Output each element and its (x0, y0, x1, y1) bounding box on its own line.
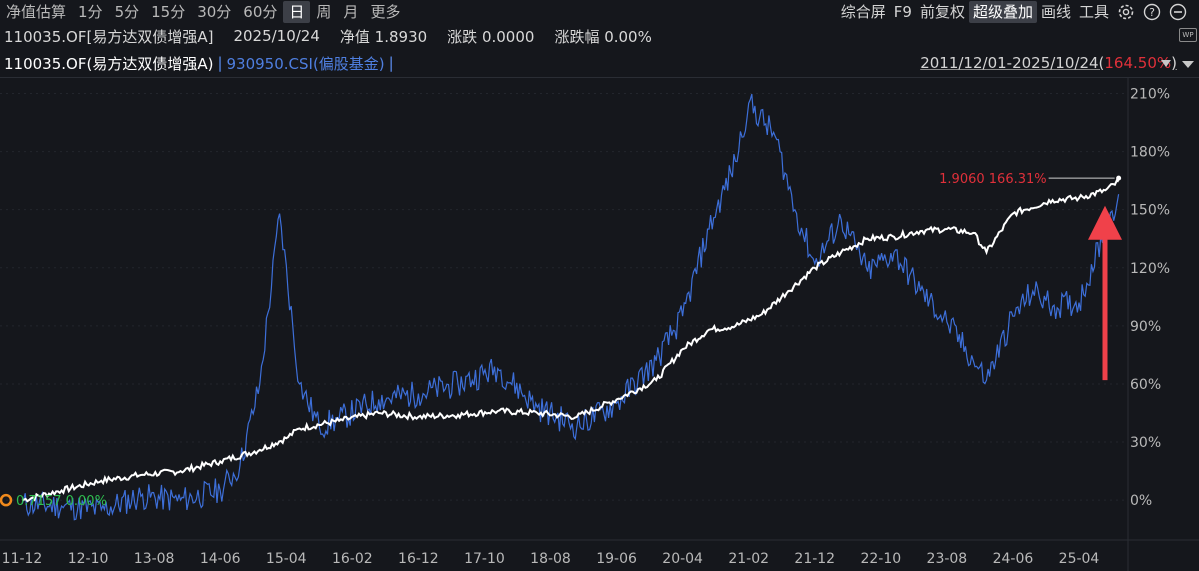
help-icon[interactable]: ? (1139, 1, 1165, 23)
minimize-icon[interactable] (1165, 1, 1191, 23)
x-tick-label: 20-04 (662, 551, 703, 567)
y-tick-label: 90% (1130, 319, 1161, 335)
fund-name: 110035.OF[易方达双债增强A] (4, 27, 214, 46)
end-point-marker (1116, 175, 1122, 181)
x-tick-label: 19-06 (596, 551, 637, 567)
range-open-paren: ( (1098, 54, 1105, 72)
y-tick-label: 210% (1130, 86, 1170, 102)
y-tick-label: 150% (1130, 203, 1170, 219)
x-axis: 11-12 12-10 13-08 14-06 15-04 16-02 16-12 17-10… (0, 539, 1199, 567)
period-tab-9[interactable]: 更多 (370, 3, 401, 21)
info-change-pct: 涨跌幅 0.00% (554, 27, 652, 46)
x-tick-label: 21-12 (794, 551, 835, 567)
legend-fund[interactable]: 110035.OF(易方达双债增强A) (4, 54, 214, 73)
up-arrow-icon (1088, 205, 1122, 381)
chart-annotations: 1.9060 166.31% 0.7157 0.00% (0, 172, 1122, 509)
period-tab-1[interactable]: 1分 (78, 3, 103, 21)
legend-separator-end: | (388, 54, 394, 72)
panel-dropdown-icon[interactable] (1181, 56, 1195, 75)
x-tick-label: 12-10 (68, 551, 109, 567)
x-tick-label: 16-02 (332, 551, 373, 567)
index-line (21, 93, 1120, 521)
x-tick-label: 23-08 (927, 551, 968, 567)
y-tick-label: 0% (1130, 493, 1152, 509)
legend-index[interactable]: 930950.CSI(偏股基金) (226, 54, 385, 73)
period-tab-8[interactable]: 月 (343, 3, 359, 21)
period-tab-6[interactable]: 日 (283, 1, 311, 23)
period-tab-2[interactable]: 5分 (114, 3, 140, 21)
range-dropdown-icon[interactable] (1159, 52, 1173, 78)
arrow-head (1088, 205, 1122, 240)
info-date: 2025/10/24 (233, 27, 320, 45)
start-value-label: 0.7157 0.00% (16, 494, 107, 509)
range-dates[interactable]: 2011/12/01-2025/10/24 (920, 54, 1099, 72)
chart-grid (0, 92, 1128, 501)
y-axis: 210% 180% 150% 120% 90% 60% 30% 0% (1127, 78, 1170, 571)
y-tick-label: 120% (1130, 261, 1170, 277)
right-tools: 综合屏 F9 前复权 超级叠加 画线 工具 ? (837, 0, 1191, 24)
tool-item-2[interactable]: 前复权 (919, 3, 965, 21)
x-tick-label: 25-04 (1059, 551, 1100, 567)
overlay-chart[interactable]: 210% 180% 150% 120% 90% 60% 30% 0% 11-12 12-10 13… (0, 78, 1199, 571)
start-point-marker[interactable] (0, 493, 13, 507)
legend-separator: | (217, 54, 223, 72)
end-value-label: 1.9060 166.31% (939, 172, 1046, 187)
fund-line (21, 179, 1120, 503)
y-tick-label: 60% (1130, 377, 1161, 393)
svg-text:?: ? (1149, 6, 1155, 19)
x-tick-label: 14-06 (200, 551, 241, 567)
x-tick-label: 24-06 (993, 551, 1034, 567)
range-close-paren: ) (1171, 54, 1177, 72)
gear-icon[interactable] (1113, 1, 1139, 23)
info-row: 110035.OF[易方达双债增强A] 2025/10/24 净值 1.8930… (4, 25, 672, 47)
x-tick-label: 21-02 (728, 551, 769, 567)
tool-item-5[interactable]: 工具 (1078, 3, 1109, 21)
x-tick-label: 22-10 (860, 551, 901, 567)
toolbar: 净值估算 1分 5分 15分 30分 60分日周月更多 综合屏 F9 前复权 超级叠加 画线 工具 … (0, 0, 1199, 24)
period-tab-5[interactable]: 60分 (243, 3, 278, 21)
period-tab-3[interactable]: 15分 (151, 3, 186, 21)
x-tick-label: 15-04 (266, 551, 307, 567)
x-tick-label: 17-10 (464, 551, 505, 567)
x-tick-label: 18-08 (530, 551, 571, 567)
chart-divider (0, 77, 1199, 78)
tool-item-1[interactable]: F9 (893, 3, 912, 21)
tool-item-4[interactable]: 画线 (1040, 3, 1071, 21)
legend: 110035.OF(易方达双债增强A) | 930950.CSI(偏股基金) | (4, 52, 398, 74)
tool-item-3[interactable]: 超级叠加 (968, 1, 1037, 23)
x-tick-label: 13-08 (134, 551, 175, 567)
period-tabs: 净值估算 1分 5分 15分 30分 60分日周月更多 (0, 0, 406, 24)
period-tab-7[interactable]: 周 (316, 3, 332, 21)
x-tick-label: 16-12 (398, 551, 439, 567)
period-tab-0[interactable]: 净值估算 (6, 3, 67, 21)
info-change: 涨跌 0.0000 (447, 27, 535, 46)
x-tick-label: 11-12 (2, 551, 43, 567)
tool-item-0[interactable]: 综合屏 (840, 3, 886, 21)
range-selector[interactable]: 2011/12/01-2025/10/24 ( 164.50% ) (920, 52, 1177, 74)
info-nav: 净值 1.8930 (339, 27, 428, 46)
range-pct: 164.50% (1104, 54, 1172, 72)
wp-badge[interactable]: WP (1179, 28, 1197, 42)
period-tab-4[interactable]: 30分 (197, 3, 232, 21)
y-tick-label: 30% (1130, 435, 1161, 451)
y-tick-label: 180% (1130, 145, 1170, 161)
